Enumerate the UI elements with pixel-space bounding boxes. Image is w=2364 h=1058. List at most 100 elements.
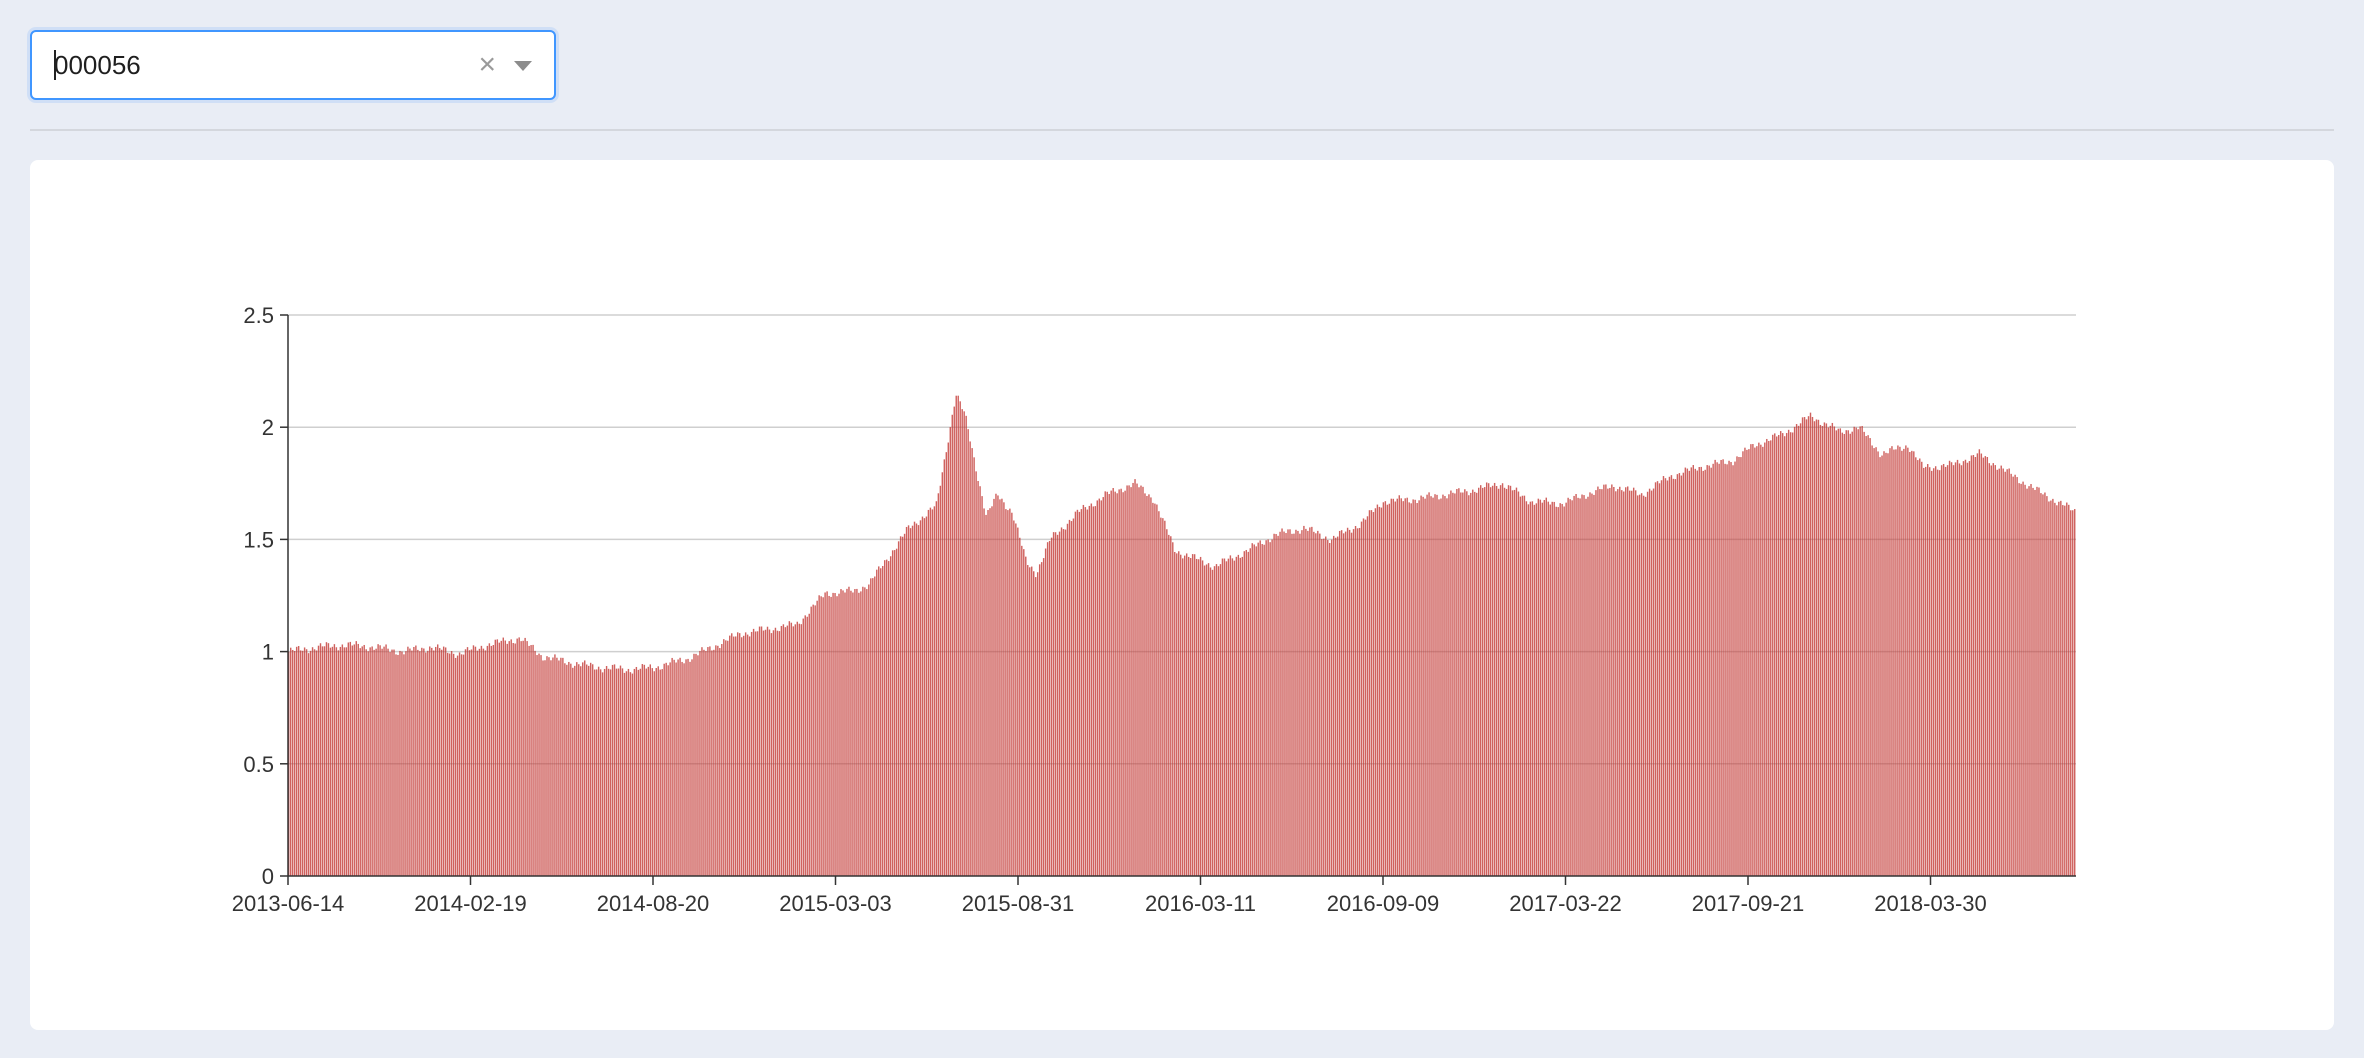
bar xyxy=(586,664,588,876)
bar xyxy=(2000,465,2002,876)
bar xyxy=(661,669,663,876)
bar xyxy=(1785,433,1788,876)
bar xyxy=(836,596,838,876)
bar xyxy=(494,639,497,876)
bar xyxy=(1674,479,1677,876)
bar xyxy=(2038,487,2040,876)
bar xyxy=(365,649,367,876)
bar xyxy=(1406,497,1408,876)
bar xyxy=(1160,517,1162,876)
bar xyxy=(1654,482,1657,876)
bar xyxy=(2036,486,2038,876)
bar xyxy=(1557,507,1559,876)
bar xyxy=(1495,486,1498,876)
y-tick-label: 2.5 xyxy=(243,303,274,328)
bars xyxy=(288,395,2076,876)
bar xyxy=(1992,463,1994,876)
bar xyxy=(1565,502,1567,876)
bar xyxy=(667,665,669,876)
bar xyxy=(526,641,528,876)
bar xyxy=(363,644,365,876)
bar xyxy=(1515,487,1518,876)
stock-code-select[interactable]: 000056 × xyxy=(30,30,556,100)
bar xyxy=(1372,512,1375,876)
bar xyxy=(1795,424,1798,876)
bar xyxy=(413,646,415,876)
bar xyxy=(1205,564,1208,876)
bar xyxy=(1881,455,1883,876)
bar xyxy=(874,576,876,876)
bar xyxy=(852,592,854,876)
bar xyxy=(1279,531,1281,876)
bar xyxy=(856,588,858,876)
bar xyxy=(1303,525,1305,876)
bar xyxy=(907,525,910,876)
bar xyxy=(478,648,481,876)
bar xyxy=(655,668,657,876)
bar xyxy=(1108,494,1110,876)
bar xyxy=(1742,451,1744,876)
bar xyxy=(675,662,677,876)
bar xyxy=(1932,468,1935,876)
bar xyxy=(812,604,814,876)
bar xyxy=(693,653,695,876)
bar xyxy=(1809,412,1812,876)
x-tick-label: 2017-03-22 xyxy=(1509,891,1622,916)
bar xyxy=(1728,460,1730,876)
bar xyxy=(1917,460,1919,876)
bar xyxy=(359,648,361,876)
bar xyxy=(379,645,381,876)
bar xyxy=(876,569,878,876)
bar xyxy=(721,644,723,876)
bar xyxy=(1615,491,1617,876)
chevron-down-icon[interactable] xyxy=(514,61,532,71)
bar xyxy=(595,669,598,876)
bar xyxy=(1034,577,1037,876)
bar xyxy=(319,643,322,876)
bar xyxy=(518,637,520,876)
bar xyxy=(468,650,471,876)
bar xyxy=(729,635,731,876)
bar xyxy=(1887,453,1889,876)
bar xyxy=(295,646,298,876)
bar xyxy=(1587,496,1589,876)
bar xyxy=(1023,549,1025,876)
x-tick-label: 2015-03-03 xyxy=(779,891,892,916)
bar xyxy=(506,643,508,876)
bar xyxy=(1207,563,1210,876)
bar xyxy=(520,641,522,876)
bar xyxy=(1551,501,1553,876)
bar xyxy=(1076,509,1079,876)
bar xyxy=(961,409,963,876)
bar xyxy=(1481,487,1484,876)
bar xyxy=(1094,506,1097,876)
bar xyxy=(1571,500,1573,876)
bar xyxy=(1779,431,1782,876)
bar xyxy=(977,481,979,876)
bar xyxy=(1531,501,1534,876)
bar xyxy=(510,639,512,876)
bar xyxy=(625,671,628,876)
bar xyxy=(1507,485,1510,876)
x-tick-label: 2016-09-09 xyxy=(1327,891,1440,916)
bar xyxy=(1919,458,1921,876)
bar xyxy=(492,645,495,876)
bar xyxy=(1319,533,1321,876)
bar xyxy=(351,645,353,876)
bar xyxy=(1340,530,1343,876)
bar xyxy=(1903,448,1905,876)
bar xyxy=(2018,483,2020,876)
bar xyxy=(891,550,894,876)
bar xyxy=(450,651,453,876)
bar xyxy=(1829,425,1832,876)
bar xyxy=(1180,554,1182,876)
bar xyxy=(659,669,661,876)
bar xyxy=(798,623,800,876)
bar xyxy=(838,593,840,876)
bar xyxy=(516,638,518,876)
bar xyxy=(1170,536,1172,876)
bar xyxy=(1317,530,1319,876)
clear-icon[interactable]: × xyxy=(478,48,496,81)
bar xyxy=(752,628,755,876)
bar xyxy=(1758,442,1760,876)
